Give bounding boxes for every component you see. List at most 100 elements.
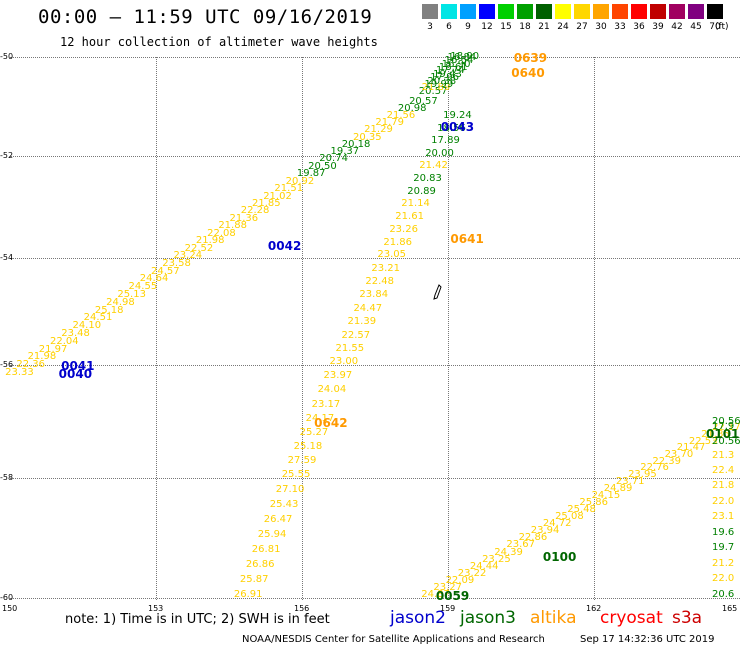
wave-height-value: 27.59 (287, 455, 317, 467)
color-scale-label: 39 (652, 22, 664, 32)
color-swatch (441, 4, 457, 19)
wave-height-value: 24.72 (542, 518, 572, 530)
wave-height-value: 23.84 (359, 289, 389, 301)
wave-height-value: 20.98 (397, 102, 427, 114)
wave-height-value: 23.33 (5, 367, 34, 379)
legend-jason2: jason2 (390, 608, 446, 628)
longitude-tick-label: 156 (294, 604, 310, 613)
legend-altika: altika (530, 608, 577, 628)
wave-height-value: 25.86 (579, 496, 609, 508)
color-scale-label: 9 (465, 22, 471, 32)
wave-height-value: 19.6 (712, 526, 735, 538)
wave-height-value: 21.89 (421, 82, 451, 94)
latitude-tick-label: -56 (0, 360, 14, 369)
latitude-gridline (10, 598, 740, 599)
color-scale-label: 33 (614, 22, 626, 32)
wave-height-value: 19.24 (443, 110, 472, 122)
color-scale-label: 6 (446, 22, 452, 32)
color-swatch (688, 4, 704, 19)
color-swatch (574, 4, 590, 19)
wave-height-value: 20.83 (413, 172, 442, 184)
color-scale-label: 21 (538, 22, 550, 32)
latitude-tick-label: -50 (0, 52, 14, 61)
pass-number-label: 0100 (542, 550, 577, 564)
wave-height-value: 23.70 (664, 448, 694, 460)
latitude-tick-label: -58 (0, 473, 14, 482)
longitude-tick-label: 165 (722, 604, 738, 613)
credit-text: NOAA/NESDIS Center for Satellite Applica… (242, 634, 545, 645)
wave-height-value: 24.15 (591, 489, 621, 501)
color-scale-label: 27 (576, 22, 588, 32)
wave-height-value: 18.61 (438, 62, 468, 74)
wave-height-value: 16.84 (447, 51, 477, 63)
wave-height-value: 24.55 (128, 281, 158, 293)
wave-height-value: 23.27 (433, 581, 463, 593)
wave-height-value: 20.56 (712, 435, 740, 447)
wave-height-value: 20.74 (319, 153, 348, 165)
pass-number-label: 0041 (61, 359, 95, 373)
wave-height-value: 21.55 (335, 342, 365, 354)
wave-height-value: 23.97 (323, 370, 353, 382)
wave-height-value: 24.04 (317, 384, 347, 396)
wave-height-value: 25.18 (293, 440, 323, 452)
wave-height-value: 23.05 (377, 249, 406, 261)
color-swatch (479, 4, 495, 19)
wave-height-value: 19.37 (330, 146, 360, 158)
wave-height-value: 22.57 (341, 329, 371, 341)
color-swatch (498, 4, 514, 19)
longitude-gridline (448, 57, 449, 600)
note-text: note: 1) Time is in UTC; 2) SWH is in fe… (65, 612, 330, 627)
wave-height-value: 25.27 (299, 426, 329, 438)
wave-height-value: 26.86 (245, 559, 275, 570)
wave-height-value: 24.44 (469, 560, 499, 572)
longitude-gridline (594, 57, 595, 600)
color-scale-unit: (ft) (715, 22, 729, 32)
wave-height-value: 23.26 (389, 223, 418, 235)
wave-height-value: 21.85 (251, 198, 281, 210)
color-scale-label: 36 (633, 22, 645, 32)
wave-height-value: 26.47 (263, 514, 293, 525)
pass-number-label: 0040 (58, 367, 93, 382)
wave-height-value: 25.48 (567, 504, 596, 516)
wave-height-value: 25.55 (281, 469, 311, 481)
wave-height-value: 20.57 (409, 95, 438, 107)
wave-height-value: 22.0 (712, 573, 735, 585)
wave-height-value: 20.35 (352, 131, 382, 143)
color-swatch (536, 4, 552, 19)
wave-height-value: 21.47 (676, 442, 706, 454)
latitude-gridline (10, 258, 740, 259)
wave-height-value: 21.56 (386, 109, 416, 121)
latitude-gridline (10, 365, 740, 366)
color-swatch (631, 4, 647, 19)
wave-height-value: 23.00 (329, 356, 359, 368)
wave-height-value: 24.98 (106, 296, 135, 308)
wave-height-value: 22.48 (365, 276, 395, 288)
color-swatch (669, 4, 685, 19)
wave-height-value: 18.56 (437, 122, 466, 134)
wave-height-value: 21.97 (38, 343, 68, 355)
longitude-tick-label: 159 (440, 604, 456, 613)
color-swatch (555, 4, 571, 19)
wave-height-value: 22.86 (518, 532, 548, 544)
wave-height-value: 22.76 (640, 462, 669, 474)
color-scale-label: 18 (519, 22, 531, 32)
color-swatch (650, 4, 666, 19)
wave-height-value: 20.92 (285, 175, 315, 187)
color-swatch (707, 4, 723, 19)
legend-jason3: jason3 (460, 608, 516, 628)
wave-height-value: 25.94 (257, 529, 287, 540)
wave-height-value: 26.81 (251, 544, 281, 555)
wave-height-value: 20.89 (407, 185, 436, 197)
latitude-gridline (10, 156, 740, 157)
longitude-tick-label: 153 (148, 604, 164, 613)
wave-height-value: 20.18 (341, 138, 371, 150)
wave-height-value: 20.50 (308, 160, 337, 172)
longitude-tick-label: 150 (2, 604, 18, 613)
wave-height-value: 19.99 (424, 78, 454, 90)
longitude-tick-label: 162 (586, 604, 602, 613)
timestamp-text: Sep 17 14:32:36 UTC 2019 (580, 634, 715, 645)
wave-height-value: 27.10 (275, 484, 305, 495)
wave-height-value: 22.53 (688, 435, 718, 447)
legend-s3a: s3a (672, 608, 703, 628)
wave-height-value: 26.91 (233, 589, 263, 600)
